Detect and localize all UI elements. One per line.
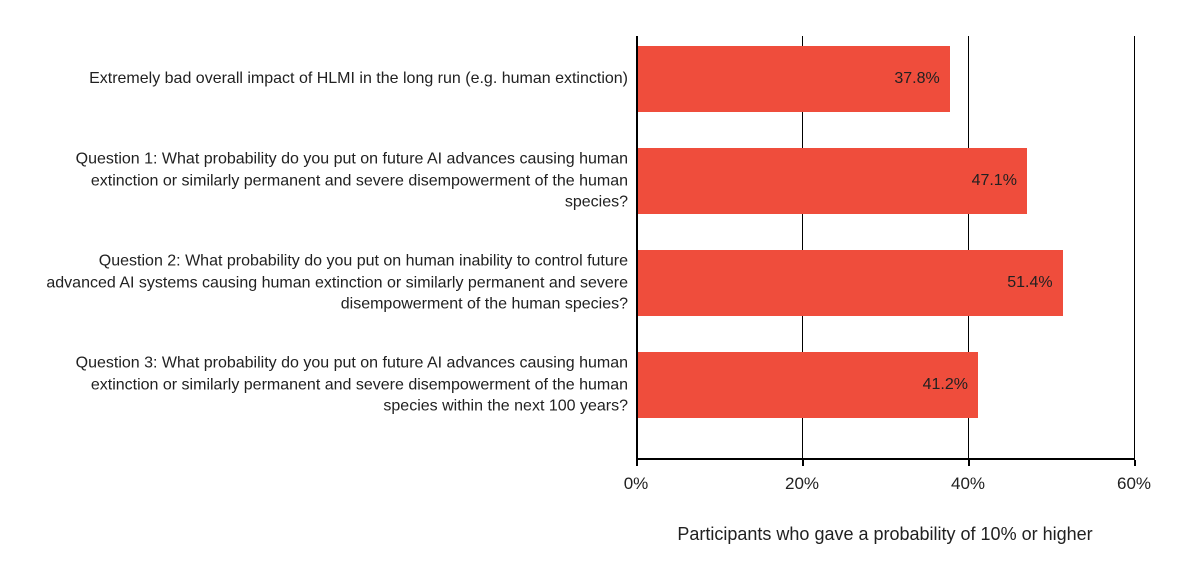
bar-value-label: 41.2% xyxy=(923,376,968,394)
gridline xyxy=(1134,36,1135,460)
category-label: Extremely bad overall impact of HLMI in … xyxy=(40,68,628,90)
bar xyxy=(638,250,1063,316)
x-axis-title: Participants who gave a probability of 1… xyxy=(677,524,1092,545)
plot-area: 37.8% 47.1% 51.4% 41.2% xyxy=(636,36,1134,460)
x-tick xyxy=(1134,460,1136,466)
x-tick xyxy=(968,460,970,466)
x-tick-label: 40% xyxy=(951,474,985,494)
bar xyxy=(638,148,1027,214)
x-tick-label: 60% xyxy=(1117,474,1151,494)
category-label: Question 1: What probability do you put … xyxy=(40,149,628,214)
category-label: Question 2: What probability do you put … xyxy=(40,251,628,316)
bar-value-label: 47.1% xyxy=(972,172,1017,190)
x-tick-label: 0% xyxy=(624,474,649,494)
x-tick xyxy=(636,460,638,466)
hbar-chart: 37.8% 47.1% 51.4% 41.2% Extremely bad overa… xyxy=(0,0,1182,572)
x-tick xyxy=(802,460,804,466)
bar-value-label: 51.4% xyxy=(1007,274,1052,292)
x-axis xyxy=(636,458,1134,460)
bar-value-label: 37.8% xyxy=(894,70,939,88)
category-label: Question 3: What probability do you put … xyxy=(40,353,628,418)
x-tick-label: 20% xyxy=(785,474,819,494)
